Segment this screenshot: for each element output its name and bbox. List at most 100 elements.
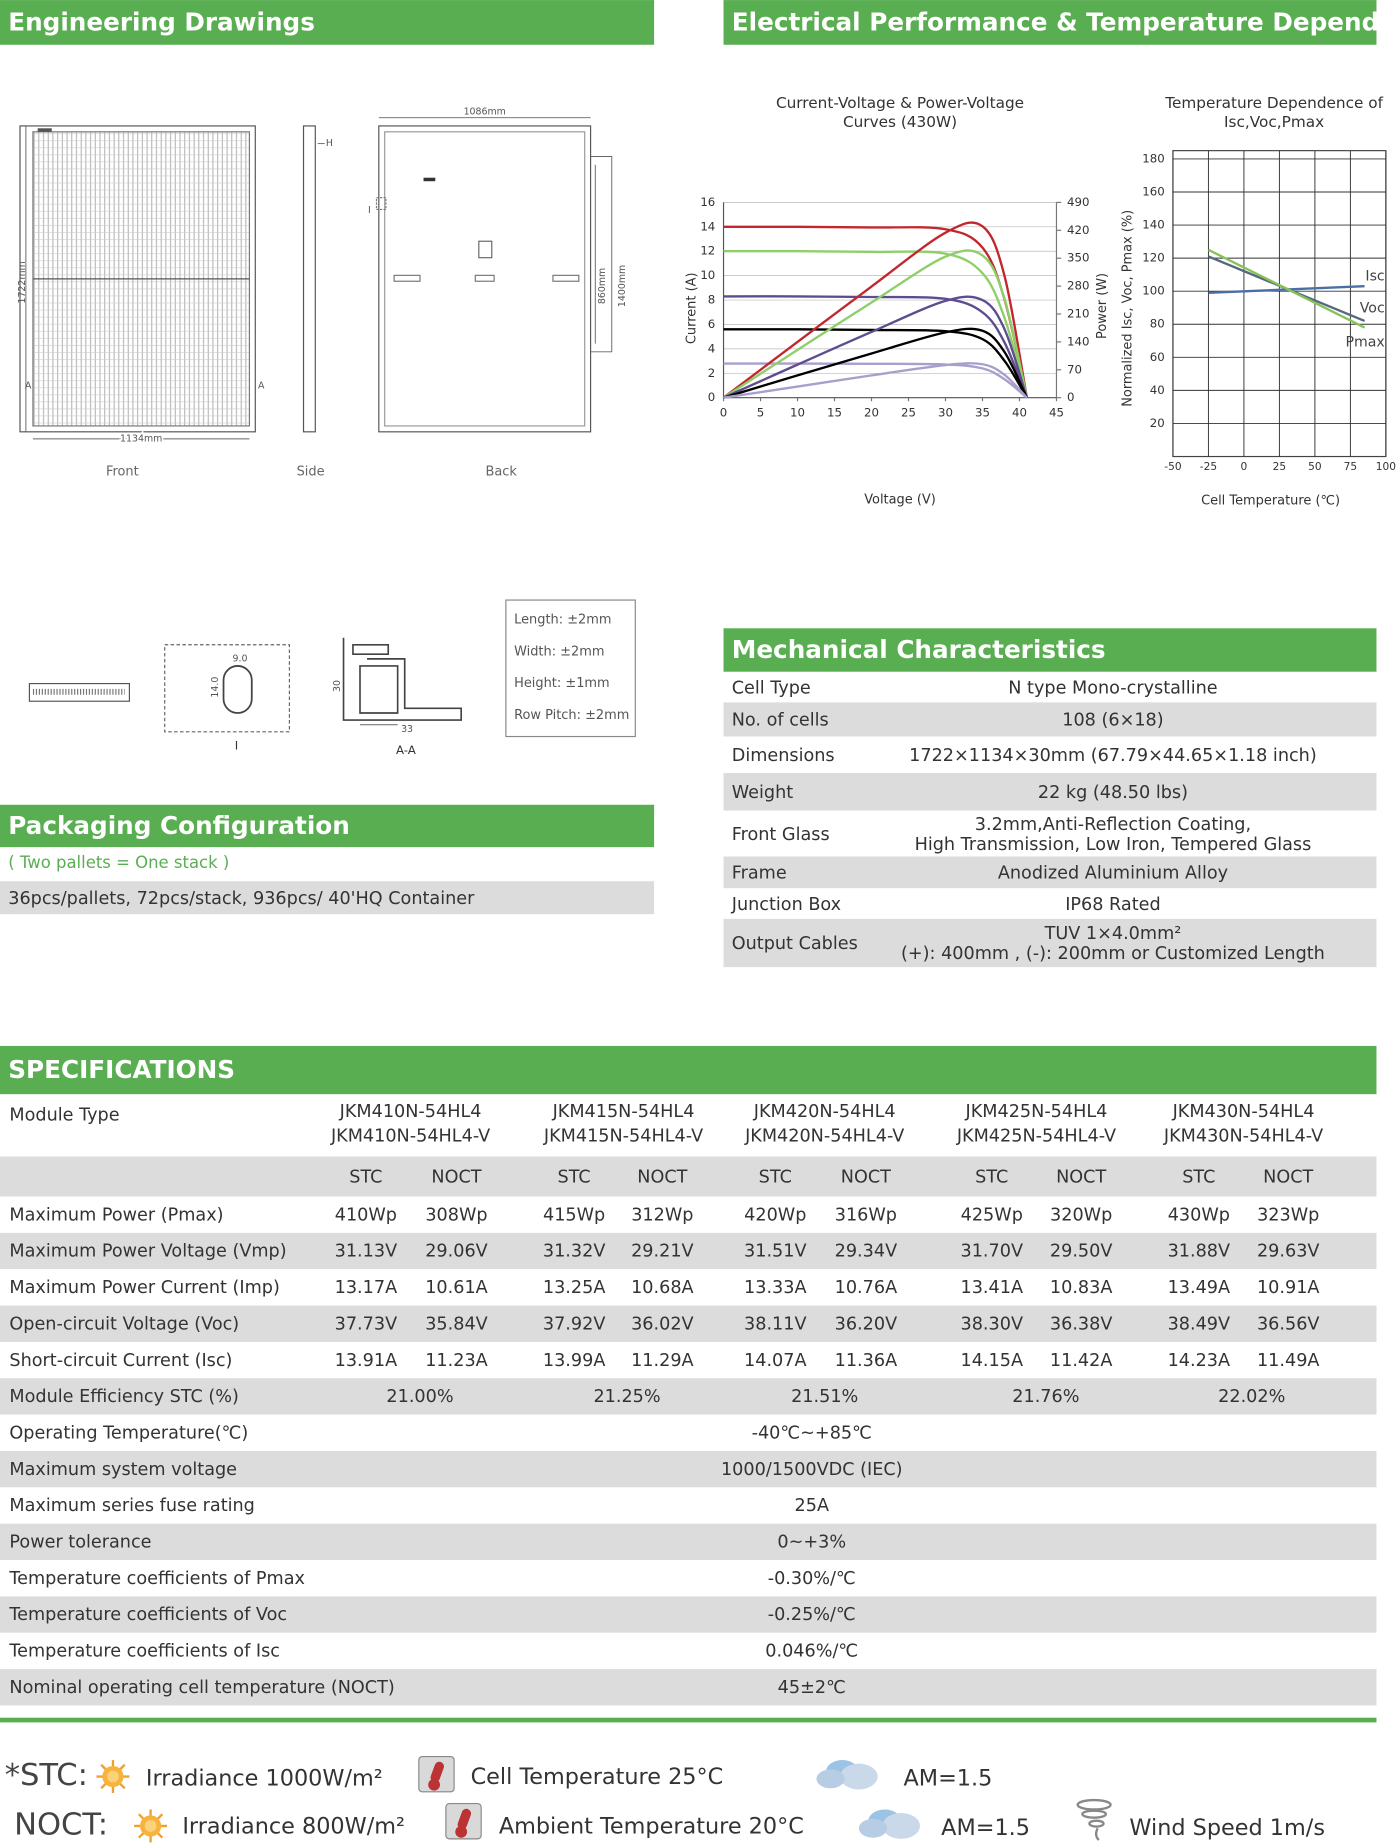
- tolerance: Width: ±2mm: [514, 644, 604, 659]
- row-value: 29.63V: [1257, 1242, 1320, 1262]
- table-row: [0, 1596, 1377, 1633]
- row-value: 35.84V: [425, 1314, 488, 1334]
- y-tick-label: 2: [708, 366, 715, 380]
- row-value: 10.61A: [425, 1278, 488, 1298]
- row-value: TUV 1×4.0mm²: [1044, 924, 1182, 944]
- row-value: 21.51%: [791, 1387, 858, 1407]
- row-value: 425Wp: [961, 1205, 1023, 1225]
- section-title-bar: [0, 1045, 1377, 1095]
- row-value: 3.2mm,Anti-Reflection Coating,: [975, 815, 1251, 835]
- y-tick-label: 6: [708, 317, 715, 331]
- row-label: Module Efficiency STC (%): [9, 1387, 239, 1407]
- section-title: Packaging Configuration: [8, 811, 350, 840]
- row-value: 29.34V: [835, 1242, 898, 1262]
- curve: [723, 295, 1028, 399]
- dimension-label: 1086mm: [464, 106, 506, 117]
- y-tick-label: 12: [700, 244, 715, 258]
- x-tick-label: 45: [1049, 406, 1064, 420]
- model-name: JKM430N-54HL4-V: [1163, 1127, 1323, 1147]
- table-row: [723, 856, 1377, 889]
- row-value: 29.50V: [1050, 1242, 1113, 1262]
- x-tick-label: 50: [1308, 461, 1322, 473]
- condition-label: NOCT: [1056, 1168, 1106, 1188]
- y2-tick-label: 280: [1067, 279, 1089, 293]
- row-value: (+): 400mm , (-): 200mm or Customized Le…: [901, 944, 1325, 964]
- condition-label: NOCT: [637, 1168, 687, 1188]
- section-title-bar: [0, 804, 655, 848]
- row-value: 25A: [795, 1496, 829, 1516]
- y-tick-label: 60: [1150, 350, 1165, 364]
- y-tick-label: 14: [700, 219, 715, 233]
- x-tick-label: 40: [1012, 406, 1027, 420]
- table-row: [0, 1232, 1377, 1270]
- curve: [723, 328, 1028, 399]
- y-axis-label: Current (A): [684, 272, 699, 344]
- row-label: Maximum system voltage: [9, 1460, 237, 1480]
- x-tick-label: 10: [790, 406, 805, 420]
- row-label: Maximum Power Current (Imp): [9, 1278, 279, 1298]
- curve: [723, 295, 1028, 399]
- row-value: 21.25%: [593, 1387, 660, 1407]
- cloud-icon: [816, 1760, 878, 1790]
- x-axis-label: Cell Temperature (℃): [1201, 494, 1340, 509]
- table-row: [723, 810, 1377, 857]
- model-name: JKM415N-54HL4: [552, 1102, 695, 1122]
- section-title-bar: [0, 0, 655, 45]
- row-value: -0.25%/℃: [768, 1605, 856, 1625]
- x-tick-label: 15: [827, 406, 842, 420]
- row-value: 45±2℃: [778, 1678, 846, 1698]
- row-label: Module Type: [9, 1105, 119, 1125]
- row-value: 36.38V: [1050, 1314, 1113, 1334]
- row-label: Output Cables: [732, 934, 858, 954]
- x-tick-label: 30: [938, 406, 953, 420]
- tolerance: Length: ±2mm: [514, 613, 611, 628]
- table-row: [0, 1196, 1377, 1233]
- row-label: Cell Type: [732, 678, 811, 698]
- y-tick-label: 4: [708, 341, 715, 355]
- x-tick-label: -25: [1200, 461, 1217, 473]
- x-axis-label: Voltage (V): [864, 493, 936, 508]
- dimension-label: A: [25, 380, 32, 391]
- footer-label: NOCT:: [14, 1807, 108, 1842]
- dimension-label: 1134mm: [120, 433, 162, 444]
- series-label: Isc: [1365, 269, 1384, 285]
- footer-item: AM=1.5: [904, 1765, 993, 1791]
- x-tick-label: 0: [720, 406, 727, 420]
- wind-icon: [1076, 1798, 1112, 1842]
- row-label: Temperature coefficients of Isc: [8, 1642, 280, 1662]
- row-value: 10.91A: [1257, 1278, 1320, 1298]
- row-value: 320Wp: [1050, 1205, 1112, 1225]
- view-label: I: [235, 738, 238, 752]
- row-value: 31.51V: [744, 1242, 807, 1262]
- row-value: 13.25A: [543, 1278, 606, 1298]
- dimension-label: 30: [332, 680, 343, 692]
- row-value: 10.68A: [631, 1278, 694, 1298]
- row-value: 308Wp: [425, 1205, 487, 1225]
- footer-item: Irradiance 800W/m²: [182, 1814, 405, 1840]
- model-name: JKM420N-54HL4: [753, 1102, 896, 1122]
- y-tick-label: 100: [1142, 284, 1164, 298]
- row-value: 410Wp: [335, 1205, 397, 1225]
- row-value: 1000/1500VDC (IEC): [721, 1460, 903, 1480]
- condition-label: STC: [1182, 1168, 1215, 1188]
- condition-label: STC: [349, 1168, 382, 1188]
- row-label: Power tolerance: [9, 1533, 151, 1553]
- row-value: 36.02V: [631, 1314, 694, 1334]
- row-value: 312Wp: [631, 1205, 693, 1225]
- table-row: [0, 1523, 1377, 1561]
- section-title-bar: [723, 0, 1377, 45]
- condition-label: STC: [759, 1168, 792, 1188]
- row-value: 11.36A: [835, 1351, 898, 1371]
- table-row: [723, 736, 1377, 773]
- row-value: 11.29A: [631, 1351, 694, 1371]
- table-row: [723, 702, 1377, 737]
- x-tick-label: -50: [1164, 461, 1182, 473]
- y-tick-label: 8: [708, 293, 715, 307]
- footer-item: Wind Speed 1m/s: [1129, 1815, 1325, 1841]
- thermometer-icon: [445, 1803, 482, 1840]
- table-row: [0, 1305, 1377, 1342]
- row-value: 36.56V: [1257, 1314, 1320, 1334]
- back-drawing: [375, 117, 613, 433]
